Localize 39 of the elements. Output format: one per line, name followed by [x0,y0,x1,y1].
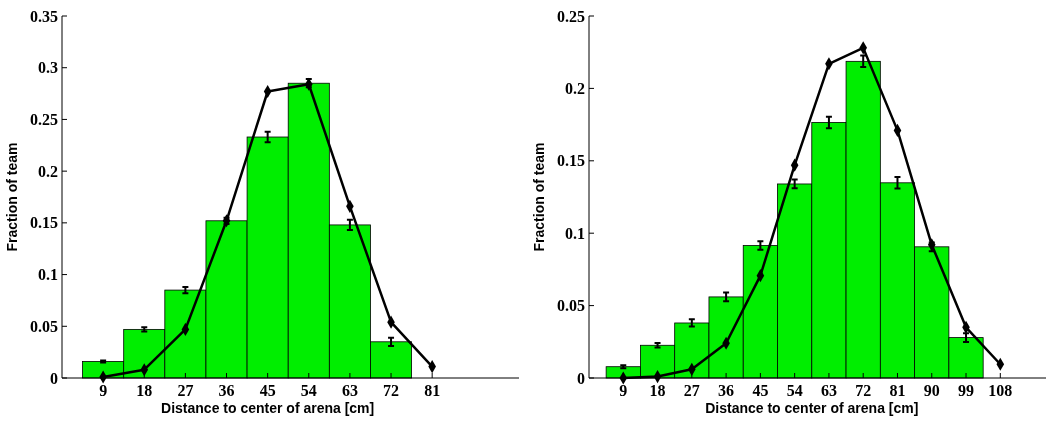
x-axis-title: Distance to center of arena [cm] [161,400,375,416]
x-tick-label: 18 [649,382,666,399]
x-tick-label: 81 [889,382,906,399]
y-tick-label: 0.1 [38,266,58,284]
x-tick-label: 108 [988,382,1013,399]
y-axis-title: Fraction of team [531,142,547,252]
y-tick-label: 0.05 [30,317,58,335]
y-tick-label: 0 [50,369,58,387]
x-tick-label: 90 [923,382,940,399]
x-tick-label: 9 [619,382,628,399]
x-tick-label: 54 [786,382,803,399]
y-tick-label: 0.3 [38,59,58,77]
y-tick-label: 0.15 [557,152,585,170]
x-tick-label: 36 [218,382,235,399]
y-tick-label: 0.1 [565,224,585,242]
x-tick-label: 54 [300,382,317,399]
y-tick-label: 0 [577,369,585,387]
y-tick-label: 0.2 [38,162,58,180]
y-tick-label: 0.25 [30,111,58,129]
x-tick-label: 27 [177,382,194,399]
x-tick-label: 45 [752,382,769,399]
x-axis-title: Distance to center of arena [cm] [705,400,919,416]
x-tick-label: 63 [341,382,358,399]
x-tick-label: 27 [683,382,700,399]
y-tick-label: 0.35 [30,7,58,25]
x-tick-label: 18 [136,382,153,399]
x-tick-label: 9 [99,382,108,399]
x-tick-label: 63 [820,382,837,399]
x-tick-label: 45 [259,382,276,399]
y-tick-label: 0.05 [557,297,585,315]
x-tick-label: 36 [718,382,735,399]
y-tick-label: 0.2 [565,80,585,97]
x-tick-label: 72 [855,382,872,399]
x-tick-label: 99 [958,382,975,399]
x-tick-label: 72 [383,382,400,399]
x-tick-label: 81 [424,382,441,399]
y-axis-title: Fraction of team [4,142,20,252]
y-tick-label: 0.15 [30,214,58,232]
y-tick-label: 0.25 [557,7,585,25]
